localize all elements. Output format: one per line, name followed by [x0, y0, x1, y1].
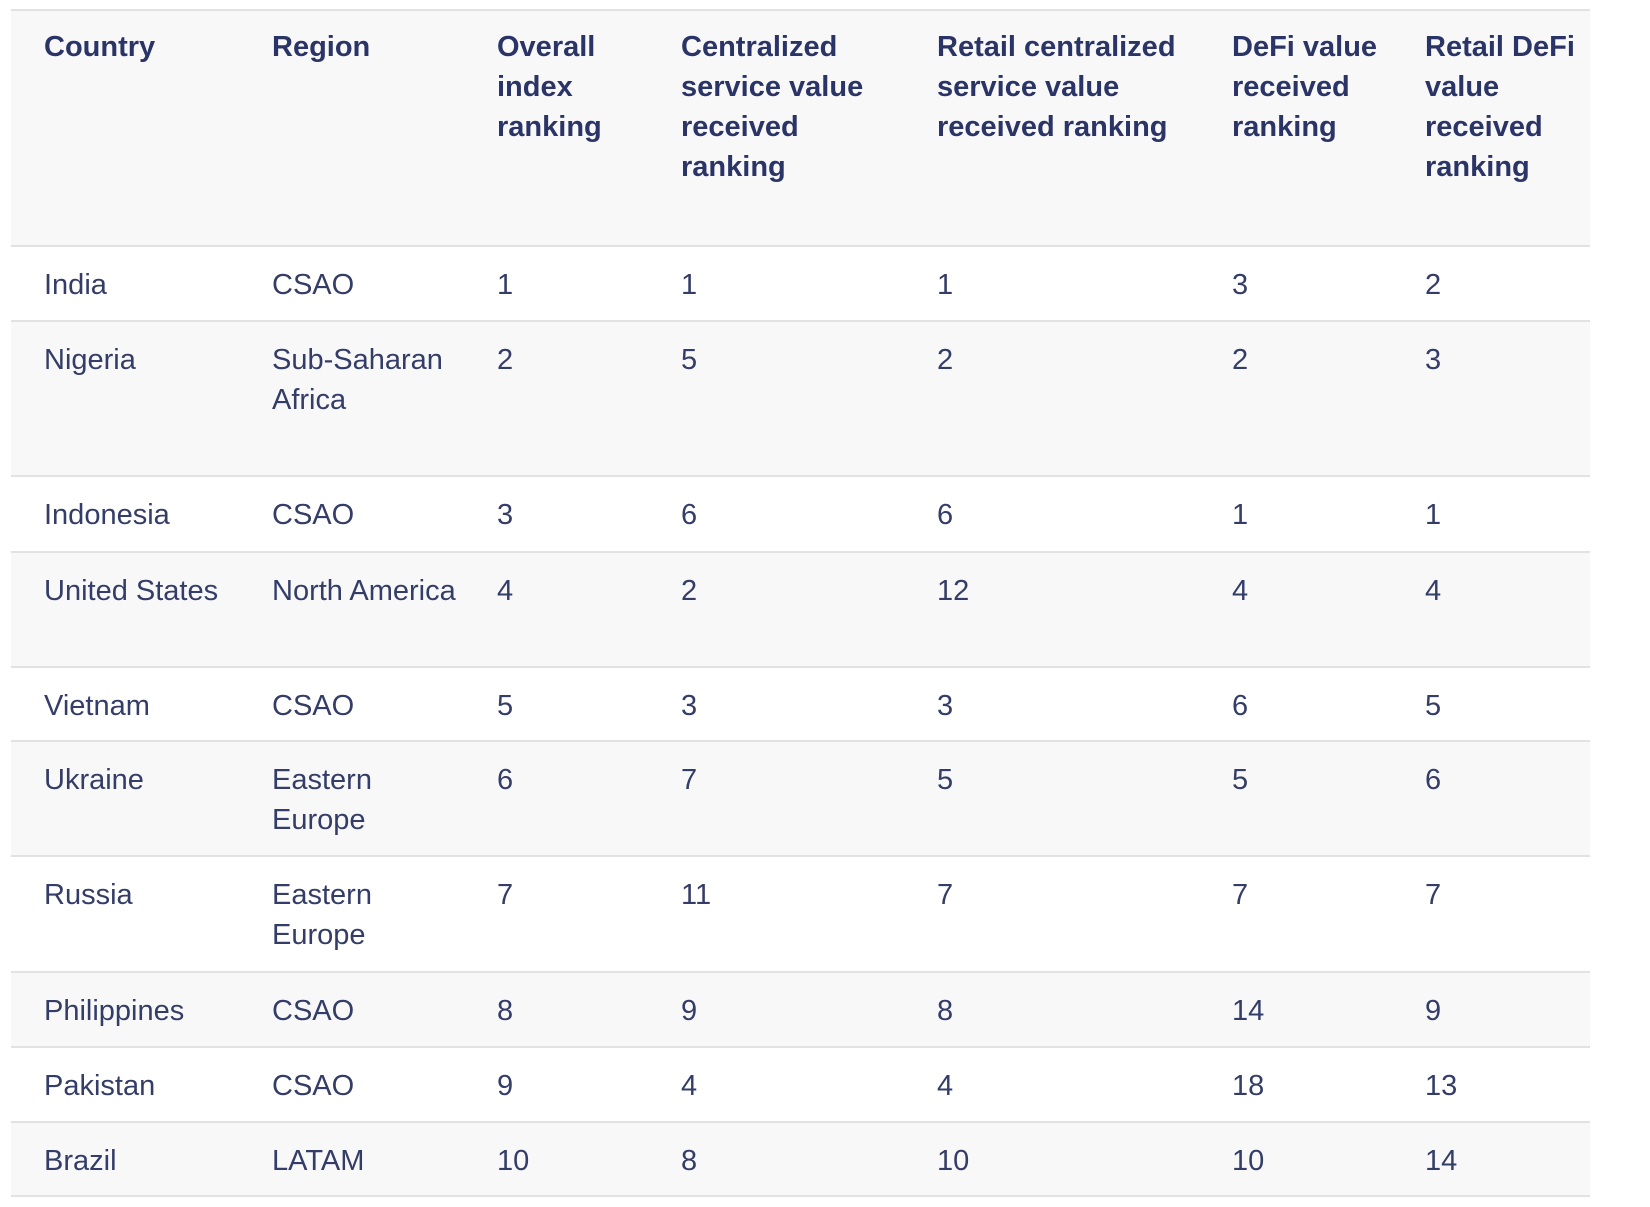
table-cell: 1: [1392, 475, 1590, 553]
table-row: Indonesia CSAO 3 6 6 1 1: [11, 475, 1590, 553]
table-cell: 6: [904, 475, 1199, 553]
table-cell: Indonesia: [11, 475, 239, 553]
table-cell: CSAO: [239, 475, 464, 553]
table-cell: 3: [648, 666, 904, 742]
column-header: Overall index ranking: [464, 9, 648, 247]
column-header: DeFi value received ranking: [1199, 9, 1392, 247]
table-cell: 11: [648, 855, 904, 973]
table-cell: 3: [1199, 245, 1392, 322]
table-cell: Ukraine: [11, 740, 239, 857]
table-cell: 8: [464, 971, 648, 1048]
table-cell: 5: [1199, 740, 1392, 857]
table-cell: 3: [904, 666, 1199, 742]
table-body: India CSAO 1 1 1 3 2 Nigeria Sub-Saharan Africa 2…: [11, 245, 1590, 1197]
table-cell: 1: [1199, 475, 1392, 553]
table-cell: 1: [648, 245, 904, 322]
table-cell: 7: [464, 855, 648, 973]
table-cell: 4: [904, 1046, 1199, 1123]
table-cell: 13: [1392, 1046, 1590, 1123]
table-row: Nigeria Sub-Saharan Africa 2 5 2 2 3: [11, 320, 1590, 477]
table-row: Ukraine Eastern Europe 6 7 5 5 6: [11, 740, 1590, 857]
table-row: Brazil LATAM 10 8 10 10 14: [11, 1121, 1590, 1197]
table-cell: 5: [1392, 666, 1590, 742]
table-cell: 7: [1392, 855, 1590, 973]
table-cell: CSAO: [239, 245, 464, 322]
ranking-table: Country Region Overall index ranking Centra…: [11, 9, 1590, 1197]
table-cell: Sub-Saharan Africa: [239, 320, 464, 477]
table-cell: LATAM: [239, 1121, 464, 1197]
table-cell: 4: [1199, 551, 1392, 668]
table-row: Vietnam CSAO 5 3 3 6 5: [11, 666, 1590, 742]
table-cell: 4: [464, 551, 648, 668]
table-cell: 10: [1199, 1121, 1392, 1197]
table-row: Russia Eastern Europe 7 11 7 7 7: [11, 855, 1590, 973]
table-cell: 2: [904, 320, 1199, 477]
table-cell: 14: [1199, 971, 1392, 1048]
table-cell: 2: [464, 320, 648, 477]
table-cell: Nigeria: [11, 320, 239, 477]
table-cell: 5: [904, 740, 1199, 857]
table-cell: 2: [648, 551, 904, 668]
table-cell: 8: [904, 971, 1199, 1048]
table-cell: CSAO: [239, 971, 464, 1048]
table-cell: 7: [904, 855, 1199, 973]
table-cell: 6: [464, 740, 648, 857]
header-row: Country Region Overall index ranking Centra…: [11, 9, 1590, 247]
table-cell: 4: [648, 1046, 904, 1123]
table-row: Philippines CSAO 8 9 8 14 9: [11, 971, 1590, 1048]
table-cell: 5: [464, 666, 648, 742]
table-cell: North America: [239, 551, 464, 668]
table-cell: Eastern Europe: [239, 855, 464, 973]
column-header: Country: [11, 9, 239, 247]
table-cell: 10: [904, 1121, 1199, 1197]
table-cell: 2: [1199, 320, 1392, 477]
table-cell: 6: [1199, 666, 1392, 742]
table-cell: Eastern Europe: [239, 740, 464, 857]
column-header: Retail centralized service value receive…: [904, 9, 1199, 247]
table-cell: 3: [464, 475, 648, 553]
table-row: Pakistan CSAO 9 4 4 18 13: [11, 1046, 1590, 1123]
column-header: Region: [239, 9, 464, 247]
table-cell: CSAO: [239, 666, 464, 742]
table-cell: 6: [648, 475, 904, 553]
table-cell: Russia: [11, 855, 239, 973]
table-cell: 7: [648, 740, 904, 857]
table-cell: 9: [464, 1046, 648, 1123]
table-cell: 10: [464, 1121, 648, 1197]
table-cell: 2: [1392, 245, 1590, 322]
table-row: India CSAO 1 1 1 3 2: [11, 245, 1590, 322]
table-cell: 3: [1392, 320, 1590, 477]
table-cell: India: [11, 245, 239, 322]
table-cell: 8: [648, 1121, 904, 1197]
column-header: Retail DeFi value received ranking: [1392, 9, 1590, 247]
table-cell: Philippines: [11, 971, 239, 1048]
table-cell: 9: [1392, 971, 1590, 1048]
table-cell: 4: [1392, 551, 1590, 668]
table-cell: 1: [904, 245, 1199, 322]
table-cell: Brazil: [11, 1121, 239, 1197]
table-cell: 12: [904, 551, 1199, 668]
table-cell: 6: [1392, 740, 1590, 857]
table-cell: 9: [648, 971, 904, 1048]
table-cell: Vietnam: [11, 666, 239, 742]
table-cell: United States: [11, 551, 239, 668]
table-row: United States North America 4 2 12 4 4: [11, 551, 1590, 668]
table-cell: 18: [1199, 1046, 1392, 1123]
table-cell: 7: [1199, 855, 1392, 973]
column-header: Centralized service value received ranki…: [648, 9, 904, 247]
table-cell: 5: [648, 320, 904, 477]
table-cell: CSAO: [239, 1046, 464, 1123]
table-cell: 1: [464, 245, 648, 322]
table-cell: Pakistan: [11, 1046, 239, 1123]
table-cell: 14: [1392, 1121, 1590, 1197]
table-header: Country Region Overall index ranking Centra…: [11, 9, 1590, 247]
